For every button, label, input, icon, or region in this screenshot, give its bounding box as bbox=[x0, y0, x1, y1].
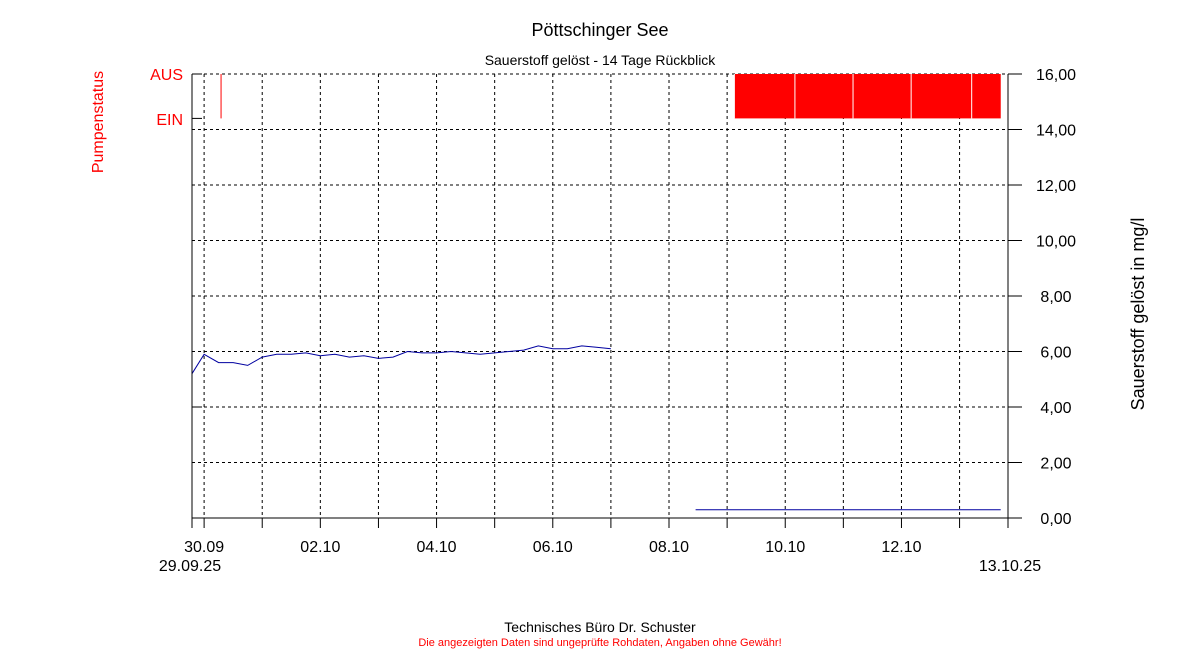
grid bbox=[192, 73, 1008, 518]
x-tick-label: 30.09 bbox=[184, 539, 224, 556]
x-start-label: 29.09.25 bbox=[159, 558, 221, 575]
x-tick-label: 12.10 bbox=[881, 539, 921, 556]
x-tick-label: 02.10 bbox=[300, 539, 340, 556]
y-tick-label: 6,00 bbox=[1040, 345, 1071, 362]
footer-credit: Technisches Büro Dr. Schuster bbox=[504, 619, 696, 635]
footer-disclaimer: Die angezeigten Daten sind ungeprüfte Ro… bbox=[418, 637, 781, 649]
y-tick-label: 14,00 bbox=[1036, 123, 1076, 140]
y-tick-label: 2,00 bbox=[1040, 456, 1071, 473]
pump-on-label: EIN bbox=[156, 112, 183, 129]
x-tick-label: 06.10 bbox=[533, 539, 573, 556]
y-axis-title: Sauerstoff gelöst in mg/l bbox=[1128, 218, 1148, 411]
tick-labels: 0,00 2,00 4,00 6,00 8,00 10,00 12,00 14,00 16,00… bbox=[184, 67, 1076, 556]
axes bbox=[191, 73, 1022, 528]
y-tick-label: 8,00 bbox=[1040, 289, 1071, 306]
x-tick-label: 10.10 bbox=[765, 539, 805, 556]
x-tick-label: 04.10 bbox=[417, 539, 457, 556]
series-lines bbox=[191, 345, 1001, 511]
pump-status-label: Pumpenstatus bbox=[90, 71, 107, 173]
pump-on-block bbox=[734, 74, 1001, 119]
y-tick-label: 4,00 bbox=[1040, 400, 1071, 417]
chart-subtitle: Sauerstoff gelöst - 14 Tage Rückblick bbox=[485, 52, 717, 68]
x-tick-label: 08.10 bbox=[649, 539, 689, 556]
pump-status-track bbox=[220, 74, 1001, 119]
x-end-label: 13.10.25 bbox=[979, 558, 1041, 575]
pump-off-label: AUS bbox=[150, 67, 183, 84]
y-tick-label: 0,00 bbox=[1040, 511, 1071, 528]
y-tick-label: 10,00 bbox=[1036, 234, 1076, 251]
y-tick-label: 12,00 bbox=[1036, 178, 1076, 195]
chart-title: Pöttschinger See bbox=[531, 20, 668, 40]
oxygen-series-line bbox=[191, 345, 611, 374]
y-tick-label: 16,00 bbox=[1036, 67, 1076, 84]
